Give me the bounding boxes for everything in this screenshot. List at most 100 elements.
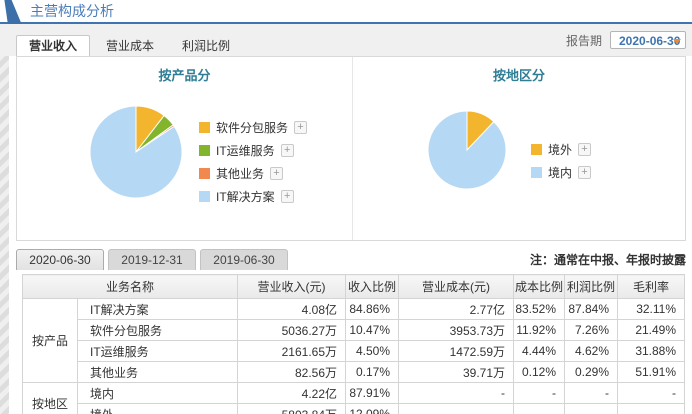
legend-expand-plus-icon[interactable]: +	[578, 166, 592, 179]
value-cell: 2.77亿	[398, 298, 515, 320]
by-product-legend: 软件分包服务 + IT运维服务 + 其他业务 + IT解决方案 +	[199, 116, 308, 208]
value-cell: 1472.59万	[398, 340, 515, 362]
legend-swatch-icon	[531, 144, 542, 155]
table-row: 按地区 境内 4.22亿 87.91% - - - -	[22, 382, 686, 414]
legend-swatch-icon	[199, 168, 210, 179]
table-header-row: 业务名称 营业收入(元) 收入比例 营业成本(元) 成本比例 利润比例 毛利率	[21, 274, 686, 299]
value-cell: 2161.65万	[237, 340, 347, 362]
period-button-row: 2020-06-30 2019-12-31 2019-06-30 注：通常在中报、年…	[16, 248, 686, 270]
report-period-dropdown[interactable]: 2020-06-30	[610, 31, 686, 49]
value-cell: 4.50%	[345, 340, 400, 362]
value-cell: 7.26%	[564, 319, 619, 341]
period-button-2019-06-30[interactable]: 2019-06-30	[200, 248, 288, 270]
value-cell: 87.91%	[345, 382, 400, 404]
value-cell: -	[617, 403, 686, 414]
business-name-cell: 境外	[76, 403, 239, 414]
legend-expand-plus-icon[interactable]: +	[280, 144, 294, 157]
pie-slice-境内[interactable]	[427, 110, 507, 190]
report-period-value: 2020-06-30	[619, 34, 681, 48]
legend-item-IT解决方案[interactable]: IT解决方案 +	[199, 185, 307, 208]
value-cell: 0.29%	[564, 361, 619, 383]
legend-swatch-icon	[199, 122, 210, 133]
table-header-cell: 业务名称	[21, 274, 239, 299]
table-row: 软件分包服务 5036.27万 10.47% 3953.73万 11.92% 7.26% 2…	[23, 319, 686, 341]
value-cell: 87.84%	[564, 298, 619, 320]
legend-swatch-icon	[531, 167, 542, 178]
value-cell: 82.56万	[237, 361, 347, 383]
legend-label: IT解决方案	[216, 190, 275, 204]
value-cell: 83.52%	[513, 298, 566, 320]
by-region-legend: 境外 + 境内 +	[531, 138, 592, 184]
legend-swatch-icon	[199, 145, 210, 156]
legend-label: 其他业务	[216, 167, 265, 181]
table-row: IT运维服务 2161.65万 4.50% 1472.59万 4.44% 4.62% 31.…	[23, 340, 686, 362]
table-row: 其他业务 82.56万 0.17% 39.71万 0.12% 0.29% 51.91%	[23, 361, 686, 383]
legend-item-境内[interactable]: 境内 +	[531, 161, 592, 184]
legend-label: 软件分包服务	[216, 121, 289, 135]
value-cell: 21.49%	[617, 319, 686, 341]
legend-item-IT运维服务[interactable]: IT运维服务 +	[199, 139, 307, 162]
legend-item-其他业务[interactable]: 其他业务 +	[199, 162, 307, 185]
value-cell: 0.17%	[345, 361, 400, 383]
by-region-chart-title: 按地区分	[492, 68, 545, 83]
tab-toolbar: 营业收入 营业成本 利润比例 报告期 2020-06-30	[0, 24, 692, 56]
value-cell: 12.09%	[345, 403, 400, 414]
report-period-label: 报告期	[565, 33, 602, 48]
value-cell: 5803.84万	[237, 403, 347, 414]
value-cell: 4.22亿	[237, 382, 347, 404]
disclosure-note: 注：通常在中报、年报时披露	[529, 253, 686, 267]
value-cell: 4.62%	[564, 340, 619, 362]
value-cell: 31.88%	[617, 340, 686, 362]
legend-label: IT运维服务	[216, 144, 275, 158]
period-button-2020-06-30[interactable]: 2020-06-30	[16, 248, 104, 270]
value-cell: 51.91%	[617, 361, 686, 383]
value-cell: 3953.73万	[398, 319, 515, 341]
legend-label: 境内	[548, 166, 573, 180]
value-cell: 4.44%	[513, 340, 566, 362]
legend-item-境外[interactable]: 境外 +	[531, 138, 592, 161]
table-header-cell: 营业收入(元)	[237, 274, 347, 299]
legend-expand-plus-icon[interactable]: +	[280, 190, 294, 203]
tab-营业成本[interactable]: 营业成本	[106, 39, 155, 53]
pie-chart-by-region[interactable]	[353, 57, 685, 240]
table-header-cell: 利润比例	[564, 274, 619, 299]
legend-expand-plus-icon[interactable]: +	[578, 143, 592, 156]
business-name-cell: IT解决方案	[76, 298, 239, 320]
value-cell: 11.92%	[513, 319, 566, 341]
period-buttons: 2020-06-30 2019-12-31 2019-06-30	[16, 248, 292, 270]
value-cell: -	[513, 403, 566, 414]
by-region-chart-area: 按地区分 境外 + 境内 +	[353, 57, 685, 240]
row-group-label: 按地区	[22, 382, 78, 414]
by-product-chart-title: 按产品分	[158, 68, 211, 83]
legend-item-软件分包服务[interactable]: 软件分包服务 +	[199, 116, 308, 139]
report-period-control: 报告期 2020-06-30	[566, 31, 686, 49]
left-decoration-strip	[0, 26, 9, 414]
table-header-cell: 毛利率	[617, 274, 686, 299]
tab-bar: 营业收入 营业成本 利润比例	[16, 35, 246, 56]
value-cell: -	[398, 382, 515, 404]
business-name-cell: 软件分包服务	[76, 319, 239, 341]
row-group-label: 按产品	[22, 298, 78, 383]
tab-营业收入[interactable]: 营业收入	[16, 35, 91, 56]
pie-slice-IT解决方案[interactable]	[89, 105, 183, 199]
value-cell: -	[398, 403, 515, 414]
business-composition-table: 业务名称 营业收入(元) 收入比例 营业成本(元) 成本比例 利润比例 毛利率 按产品 IT解…	[21, 274, 686, 414]
chevron-down-icon	[673, 39, 681, 44]
value-cell: 10.47%	[345, 319, 400, 341]
table-header-cell: 收入比例	[345, 274, 400, 299]
value-cell: 4.08亿	[237, 298, 347, 320]
period-button-2019-12-31[interactable]: 2019-12-31	[108, 248, 196, 270]
value-cell: 39.71万	[398, 361, 515, 383]
section-flag-icon	[4, 0, 22, 25]
table-row: 境外5803.84万12.09%----	[23, 403, 686, 414]
pie-chart-panel: 按产品分 软件分包服务 + IT运维服务 + 其他业务 + IT解决方案 + 按地区分 境外 +…	[16, 56, 686, 241]
legend-expand-plus-icon[interactable]: +	[294, 121, 308, 134]
legend-expand-plus-icon[interactable]: +	[270, 167, 284, 180]
value-cell: -	[617, 382, 686, 404]
value-cell: -	[513, 382, 566, 404]
business-name-cell: 其他业务	[76, 361, 239, 383]
business-name-cell: 境内	[76, 382, 239, 404]
tab-利润比例[interactable]: 利润比例	[182, 39, 231, 53]
pie-chart-by-product[interactable]	[17, 57, 352, 240]
value-cell: -	[564, 382, 619, 404]
